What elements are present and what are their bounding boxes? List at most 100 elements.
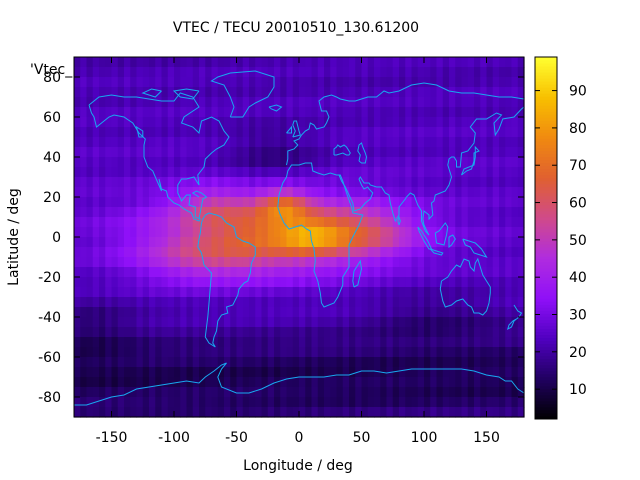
heatmap-cell [86,127,94,138]
heatmap-cell [336,107,344,118]
heatmap-cell [467,347,475,358]
coastline [352,259,363,288]
heatmap-cell [511,207,519,218]
heatmap-cell [305,347,313,358]
heatmap-cell [180,127,188,138]
heatmap-cell [417,87,425,98]
heatmap-cell [330,387,338,398]
heatmap-cell [280,287,288,298]
heatmap-cell [486,217,494,228]
heatmap-cell [517,317,525,328]
heatmap-cell [499,217,506,228]
heatmap-cell [117,217,125,228]
heatmap-cell [455,267,463,278]
heatmap-cell [280,277,288,288]
heatmap-cell [267,327,275,338]
heatmap-cell [449,257,456,268]
heatmap-cell [80,287,88,298]
heatmap-cell [317,367,325,378]
colorbar-step [535,298,557,302]
heatmap-cell [517,247,525,258]
heatmap-cell [192,367,200,378]
heatmap-cell [474,157,481,168]
heatmap-cell [436,327,444,338]
heatmap-cell [305,107,313,118]
heatmap-cell [92,67,100,78]
coastline [268,104,283,112]
heatmap-cell [105,157,113,168]
heatmap-cell [230,187,238,198]
heatmap-cell [80,137,88,148]
heatmap-cell [149,297,156,308]
heatmap-cell [436,177,444,188]
heatmap-cell [386,277,394,288]
heatmap-cell [492,287,500,298]
heatmap-cell [330,217,338,228]
heatmap-cell [142,287,150,298]
heatmap-cell [124,367,131,378]
heatmap-cell [467,247,475,258]
heatmap-cell [505,247,513,258]
heatmap-cell [236,287,244,298]
heatmap-cell [467,147,475,158]
heatmap-cell [211,237,219,248]
heatmap-cell [130,387,138,398]
heatmap-cell [86,77,94,88]
heatmap-cell [142,237,150,248]
heatmap-cell [111,77,119,88]
heatmap-cell [192,197,200,208]
heatmap-cell [374,137,381,148]
heatmap-cell [161,167,169,178]
heatmap-cell [386,387,394,398]
heatmap-cell [105,307,113,318]
heatmap-cell [392,197,400,208]
heatmap-cell [430,147,438,158]
heatmap-cell [192,337,200,348]
heatmap-cell [261,87,269,98]
heatmap-cell [486,97,494,108]
heatmap-cell [411,177,419,188]
heatmap-cell [249,147,256,158]
heatmap-cell [424,267,431,278]
heatmap-cell [324,57,331,68]
heatmap-cell [217,287,225,298]
coastline [286,125,292,134]
heatmap-cell [467,197,475,208]
heatmap-cell [305,167,313,178]
heatmap-cell [199,357,206,368]
heatmap-cell [174,387,181,398]
heatmap-cell [74,177,81,188]
heatmap-cell [399,107,406,118]
heatmap-cell [324,217,331,228]
heatmap-cell [180,117,188,128]
colorbar-tick-label: 80 [569,121,587,137]
heatmap-cell [511,297,519,308]
heatmap-cell [336,197,344,208]
heatmap-cell [374,377,381,388]
heatmap-cell [205,317,213,328]
heatmap-cell [224,167,231,178]
heatmap-cell [174,247,181,258]
heatmap-cell [161,277,169,288]
heatmap-cell [299,337,306,348]
heatmap-cell [461,287,469,298]
heatmap-cell [261,287,269,298]
heatmap-cell [386,177,394,188]
heatmap-cell [267,357,275,368]
heatmap-cell [224,397,231,408]
heatmap-cell [511,317,519,328]
heatmap-cell [399,137,406,148]
heatmap-cell [186,147,194,158]
heatmap-cell [449,107,456,118]
heatmap-cell [99,217,106,228]
heatmap-cell [167,157,175,168]
heatmap-cell [230,247,238,258]
heatmap-cell [467,67,475,78]
heatmap-cell [480,377,488,388]
heatmap-cell [124,287,131,298]
heatmap-cell [399,237,406,248]
heatmap-cell [405,317,413,328]
heatmap-cell [186,387,194,398]
heatmap-cell [186,107,194,118]
heatmap-cell [349,227,356,238]
